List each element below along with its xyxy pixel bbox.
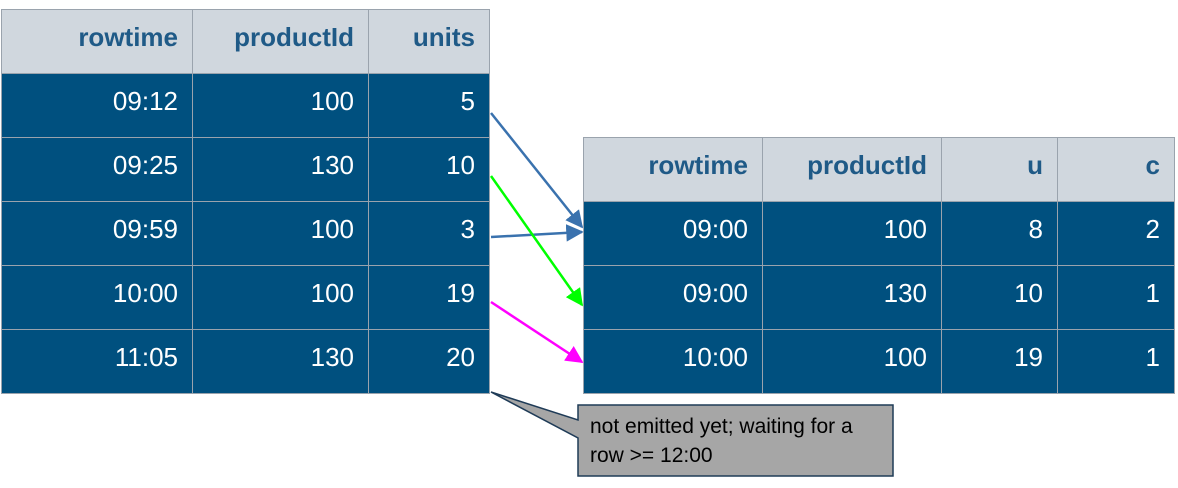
- input-cell-units: 20: [368, 329, 490, 394]
- input-cell-productid: 100: [192, 265, 369, 330]
- input-cell-units: 10: [368, 137, 490, 202]
- input-header-rowtime: rowtime: [1, 9, 193, 74]
- input-table: rowtime productId units 09:12 100 5 09:2…: [1, 9, 490, 394]
- output-cell-u: 8: [941, 201, 1058, 266]
- input-cell-rowtime: 10:00: [1, 265, 193, 330]
- input-cell-rowtime: 09:12: [1, 73, 193, 138]
- input-cell-units: 3: [368, 201, 490, 266]
- output-cell-rowtime: 09:00: [583, 201, 763, 266]
- table-row: 10:00 100 19: [1, 265, 490, 330]
- output-header-productid: productId: [762, 137, 942, 202]
- output-cell-rowtime: 10:00: [583, 329, 763, 394]
- output-cell-c: 2: [1057, 201, 1175, 266]
- output-table-header-row: rowtime productId u c: [583, 137, 1175, 202]
- input-table-header-row: rowtime productId units: [1, 9, 490, 74]
- output-cell-productid: 100: [762, 201, 942, 266]
- table-row: 10:00 100 19 1: [583, 329, 1175, 394]
- arrow-row2-to-out2: [489, 175, 584, 307]
- input-cell-rowtime: 09:25: [1, 137, 193, 202]
- arrow-row4-to-out3: [490, 300, 584, 364]
- table-row: 11:05 130 20: [1, 329, 490, 394]
- output-header-u: u: [941, 137, 1058, 202]
- output-header-rowtime: rowtime: [583, 137, 763, 202]
- output-cell-rowtime: 09:00: [583, 265, 763, 330]
- input-cell-productid: 130: [192, 329, 369, 394]
- output-cell-c: 1: [1057, 329, 1175, 394]
- arrow-row3-to-out1: [490, 224, 584, 242]
- output-header-c: c: [1057, 137, 1175, 202]
- input-cell-productid: 100: [192, 73, 369, 138]
- table-row: 09:00 100 8 2: [583, 201, 1175, 266]
- output-cell-c: 1: [1057, 265, 1175, 330]
- input-cell-units: 5: [368, 73, 490, 138]
- arrow-row1-to-out1: [490, 112, 584, 229]
- input-cell-rowtime: 09:59: [1, 201, 193, 266]
- input-header-units: units: [368, 9, 490, 74]
- table-row: 09:25 130 10: [1, 137, 490, 202]
- output-table: rowtime productId u c 09:00 100 8 2 09:0…: [583, 137, 1175, 394]
- input-cell-units: 19: [368, 265, 490, 330]
- input-cell-rowtime: 11:05: [1, 329, 193, 394]
- callout-text: not emitted yet; waiting for a row >= 12…: [590, 415, 853, 467]
- table-row: 09:59 100 3: [1, 201, 490, 266]
- table-row: 09:12 100 5: [1, 73, 490, 138]
- table-row: 09:00 130 10 1: [583, 265, 1175, 330]
- output-cell-u: 19: [941, 329, 1058, 394]
- output-cell-productid: 130: [762, 265, 942, 330]
- output-cell-productid: 100: [762, 329, 942, 394]
- input-header-productid: productId: [192, 9, 369, 74]
- input-cell-productid: 100: [192, 201, 369, 266]
- input-cell-productid: 130: [192, 137, 369, 202]
- output-cell-u: 10: [941, 265, 1058, 330]
